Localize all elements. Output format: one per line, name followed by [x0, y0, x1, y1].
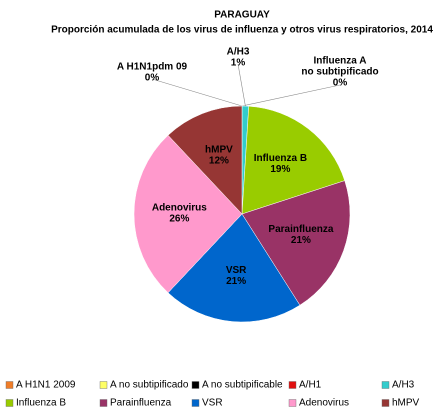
leader-line — [241, 84, 341, 107]
legend-label: A H1N1 2009 — [16, 380, 76, 391]
pie-slice — [167, 213, 301, 323]
slice-value-label: 1% — [231, 58, 246, 69]
slice-value-label: 0% — [333, 78, 348, 89]
legend-swatch — [99, 381, 108, 389]
legend-label: A no subtipificado — [110, 380, 189, 391]
slice-label: Parainfluenza — [268, 224, 333, 235]
pie-slice — [241, 180, 351, 306]
legend-label: Adenovirus — [299, 398, 349, 409]
slice-label: Influenza A — [314, 56, 367, 67]
slice-label: no subtipificado — [301, 67, 378, 78]
leader-line — [151, 78, 243, 107]
slice-label: A/H3 — [227, 47, 250, 58]
slice-label: A H1N1pdm 09 — [117, 62, 188, 73]
legend-swatch — [288, 399, 297, 407]
slice-label: hMPV — [205, 144, 233, 155]
slice-value-label: 12% — [209, 155, 229, 166]
pie-slice — [133, 134, 243, 294]
legend-label: Parainfluenza — [110, 398, 172, 409]
slice-value-label: 21% — [226, 276, 246, 287]
legend-label: Influenza B — [16, 398, 66, 409]
legend-label: A/H1 — [299, 380, 322, 391]
chart-title: PARAGUAY — [214, 10, 270, 21]
legend-swatch — [5, 381, 14, 389]
legend-label: hMPV — [392, 398, 420, 409]
legend-swatch — [381, 399, 390, 407]
slice-value-label: 0% — [145, 73, 160, 84]
legend-swatch — [191, 381, 200, 389]
pie-slice — [241, 105, 346, 215]
chart-subtitle: Proporción acumulada de los virus de inf… — [51, 25, 433, 36]
legend-label: VSR — [202, 398, 223, 409]
legend-label: A no subtipificable — [202, 380, 283, 391]
legend-swatch — [381, 381, 390, 389]
slice-label: Adenovirus — [152, 203, 207, 214]
leader-line — [237, 63, 246, 107]
slice-label: VSR — [226, 265, 247, 276]
slice-value-label: 26% — [169, 214, 189, 225]
legend-swatch — [191, 399, 200, 407]
pie-slice — [167, 105, 243, 215]
legend-label: A/H3 — [392, 380, 415, 391]
legend-swatch — [5, 399, 14, 407]
legend-swatch — [99, 399, 108, 407]
legend-swatch — [288, 381, 297, 389]
slice-label: Influenza B — [254, 153, 307, 164]
slice-value-label: 19% — [270, 164, 290, 175]
slice-value-label: 21% — [291, 235, 311, 246]
